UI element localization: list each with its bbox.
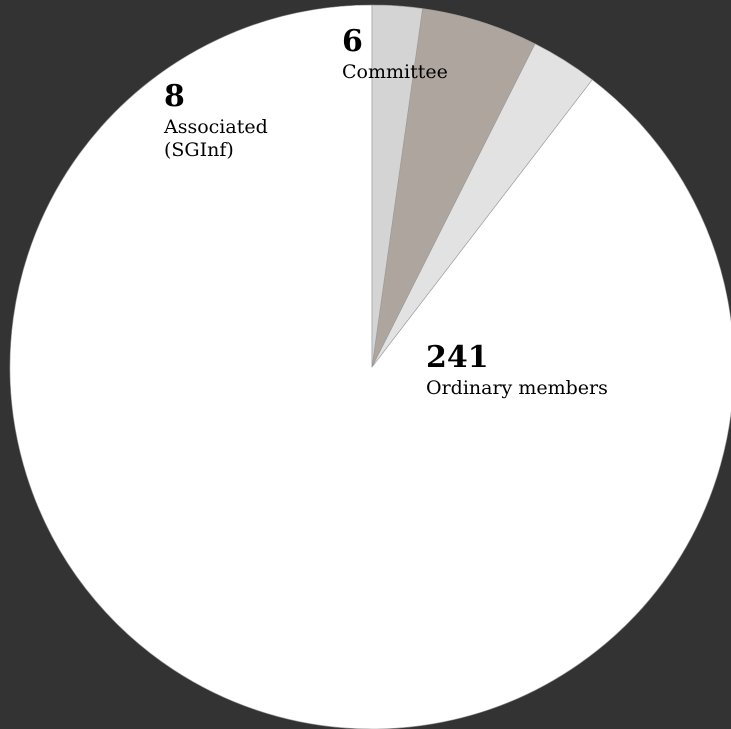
slice-name-committee: Committee [342,61,448,83]
slice-value-associated-sginf: 8 [164,79,185,114]
slice-name-honorary: Honorary [220,67,312,89]
slice-name-associated-sginf-line-2: (SGInf) [164,139,234,161]
slice-value-honorary: 14 [270,30,312,65]
slice-value-committee: 6 [342,24,363,59]
pie-slice-ordinary-members [9,4,731,729]
slice-name-ordinary-members: Ordinary members [426,377,608,399]
slice-value-ordinary-members: 241 [426,340,489,375]
pie-slice-committee [371,4,423,368]
slice-name-associated-sginf-line-1: Associated [163,116,268,138]
